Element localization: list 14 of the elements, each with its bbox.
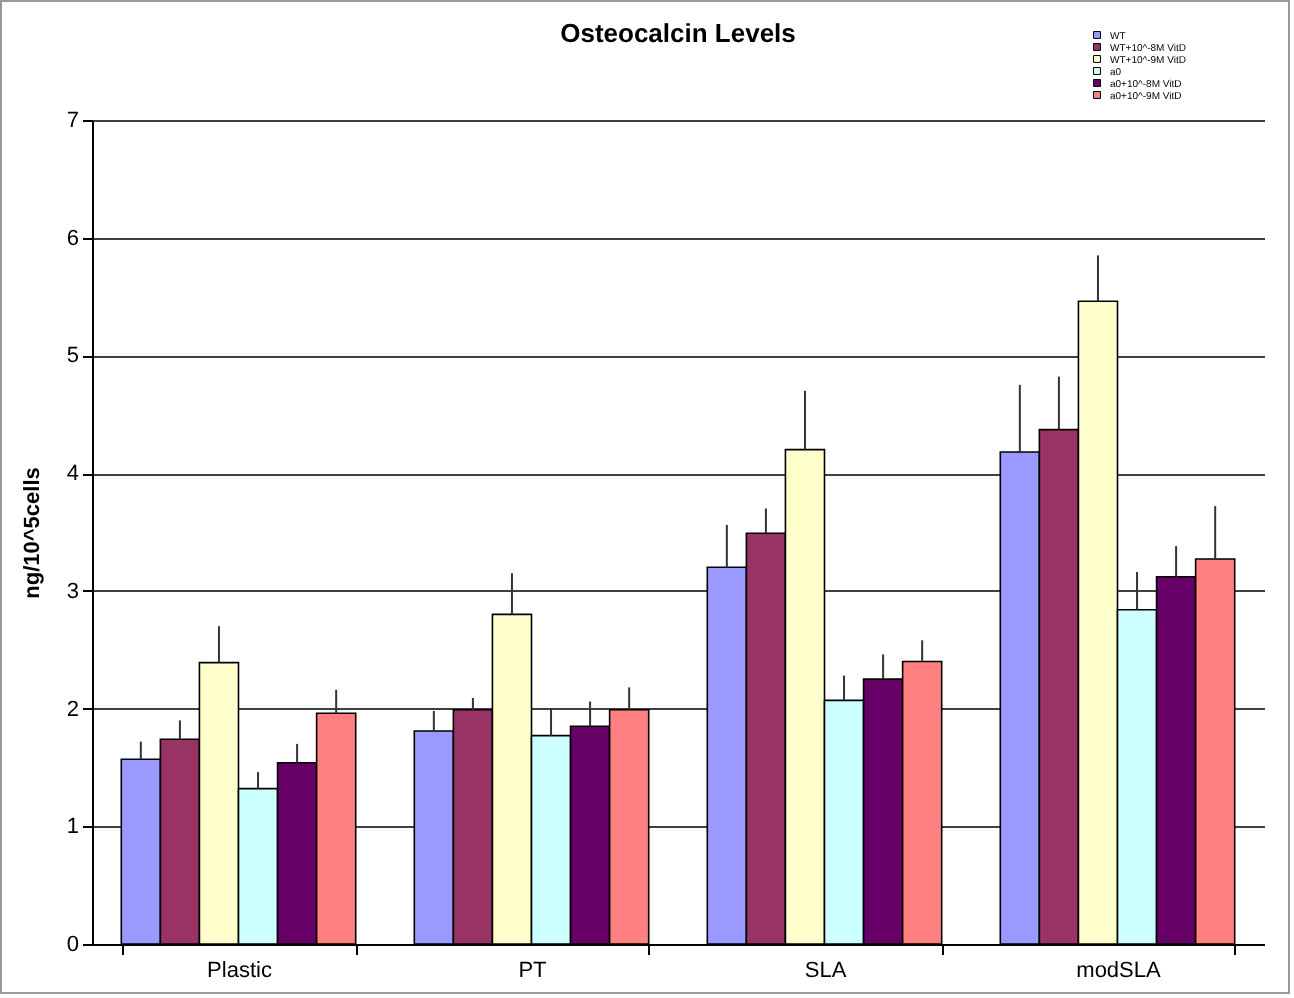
y-tick-label: 2 xyxy=(66,697,79,722)
y-tick-label: 1 xyxy=(66,815,79,840)
y-axis-title: ng/10^5cells xyxy=(20,467,45,599)
x-tick-label: PT xyxy=(518,959,548,983)
x-tick-label: Plastic xyxy=(207,959,273,983)
x-tick-label: SLA xyxy=(804,959,848,983)
y-tick-label: 0 xyxy=(66,933,79,957)
y-tick-label: 6 xyxy=(66,226,79,251)
y-tick-label: 3 xyxy=(66,579,79,604)
chart-title: Osteocalcin Levels xyxy=(560,18,796,48)
y-tick-label: 4 xyxy=(66,462,79,487)
x-tick-label: modSLA xyxy=(1076,959,1162,983)
y-tick-label: 5 xyxy=(66,344,79,369)
y-tick-label: 7 xyxy=(66,109,79,133)
